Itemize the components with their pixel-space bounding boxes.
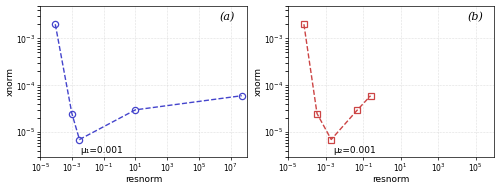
Text: μ₁=0.001: μ₁=0.001: [80, 146, 124, 155]
Text: μ₂=0.001: μ₂=0.001: [333, 146, 376, 155]
Y-axis label: xnorm: xnorm: [254, 67, 262, 96]
X-axis label: resnorm: resnorm: [124, 175, 162, 184]
X-axis label: resnorm: resnorm: [372, 175, 410, 184]
Y-axis label: xnorm: xnorm: [6, 67, 15, 96]
Text: (b): (b): [468, 12, 483, 22]
Text: (a): (a): [220, 12, 235, 22]
